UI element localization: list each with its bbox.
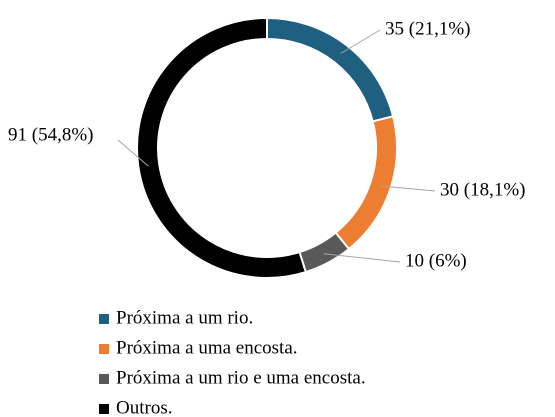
legend-swatch [99,314,109,324]
legend-swatch [99,344,109,354]
legend-label: Outros. [116,397,172,417]
donut-slice [298,231,351,274]
donut-slice [334,115,398,251]
data-label: 10 (6%) [405,250,467,271]
leader-line [323,253,401,263]
data-label: 35 (21,1%) [385,18,470,39]
leader-line [340,29,381,54]
legend-label: Próxima a um rio e uma encosta. [116,367,366,388]
donut-slice [136,16,308,279]
leader-line [117,139,149,167]
leader-line [380,185,436,192]
legend-swatch [99,404,109,414]
data-label: 30 (18,1%) [440,179,525,200]
legend-label: Próxima a um rio. [116,307,253,328]
legend-swatch [99,374,109,384]
legend-label: Próxima a uma encosta. [116,337,298,358]
data-label: 91 (54,8%) [8,124,93,145]
